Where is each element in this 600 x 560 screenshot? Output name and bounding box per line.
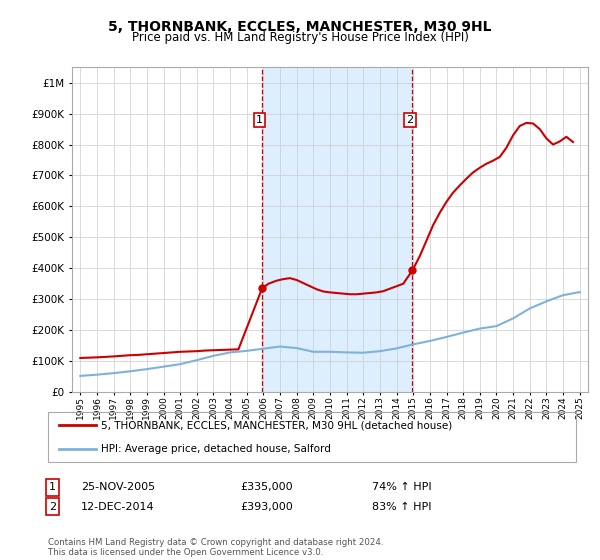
Text: £393,000: £393,000: [240, 502, 293, 512]
Text: Price paid vs. HM Land Registry's House Price Index (HPI): Price paid vs. HM Land Registry's House …: [131, 31, 469, 44]
Text: 74% ↑ HPI: 74% ↑ HPI: [372, 482, 431, 492]
Text: 2: 2: [406, 115, 413, 125]
Text: HPI: Average price, detached house, Salford: HPI: Average price, detached house, Salf…: [101, 445, 331, 454]
Text: 2: 2: [49, 502, 56, 512]
Text: Contains HM Land Registry data © Crown copyright and database right 2024.
This d: Contains HM Land Registry data © Crown c…: [48, 538, 383, 557]
Text: £335,000: £335,000: [240, 482, 293, 492]
Text: 5, THORNBANK, ECCLES, MANCHESTER, M30 9HL: 5, THORNBANK, ECCLES, MANCHESTER, M30 9H…: [108, 20, 492, 34]
Text: 83% ↑ HPI: 83% ↑ HPI: [372, 502, 431, 512]
Text: 12-DEC-2014: 12-DEC-2014: [81, 502, 155, 512]
Text: 5, THORNBANK, ECCLES, MANCHESTER, M30 9HL (detached house): 5, THORNBANK, ECCLES, MANCHESTER, M30 9H…: [101, 420, 452, 430]
Bar: [262, 67, 412, 392]
Text: 25-NOV-2005: 25-NOV-2005: [81, 482, 155, 492]
Text: 1: 1: [256, 115, 263, 125]
Text: 1: 1: [49, 482, 56, 492]
